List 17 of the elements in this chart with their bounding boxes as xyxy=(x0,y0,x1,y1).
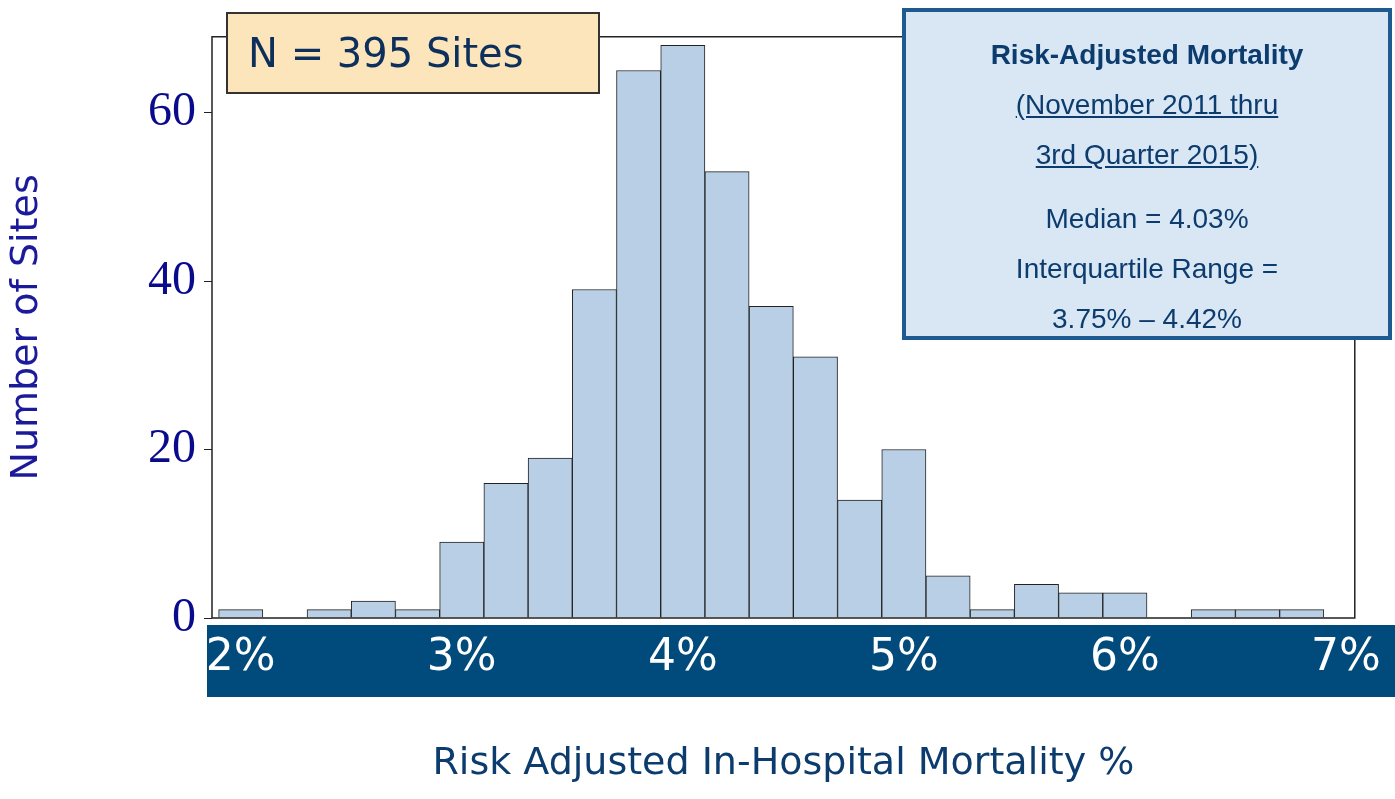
x-tick-label: 7% xyxy=(1311,628,1381,680)
y-tick-label: 0 xyxy=(172,587,196,641)
y-tick-label: 20 xyxy=(148,419,196,473)
y-tick-label: 40 xyxy=(148,250,196,304)
y-axis-title: Number of Sites xyxy=(1,174,46,481)
note-box: N = 395 Sites xyxy=(226,12,600,94)
annotation: Median = 4.03% xyxy=(1044,202,1250,236)
x-tick-label: 2% xyxy=(205,628,276,680)
x-tick-label: 6% xyxy=(1090,628,1160,680)
annotation: (November 2011 thru 3rd Quarter 2015) xyxy=(1014,88,1280,172)
x-tick-label: 4% xyxy=(647,628,718,680)
x-axis-title: Risk Adjusted In-Hospital Mortality % xyxy=(432,739,1135,784)
annotation: Risk-Adjusted Mortality xyxy=(989,38,1305,72)
y-tick-label: 60 xyxy=(148,82,196,136)
x-tick-label: 5% xyxy=(868,628,939,680)
x-tick-label: 3% xyxy=(426,628,497,680)
annotation: Interquartile Range = 3.75% – 4.42% xyxy=(1014,252,1280,336)
